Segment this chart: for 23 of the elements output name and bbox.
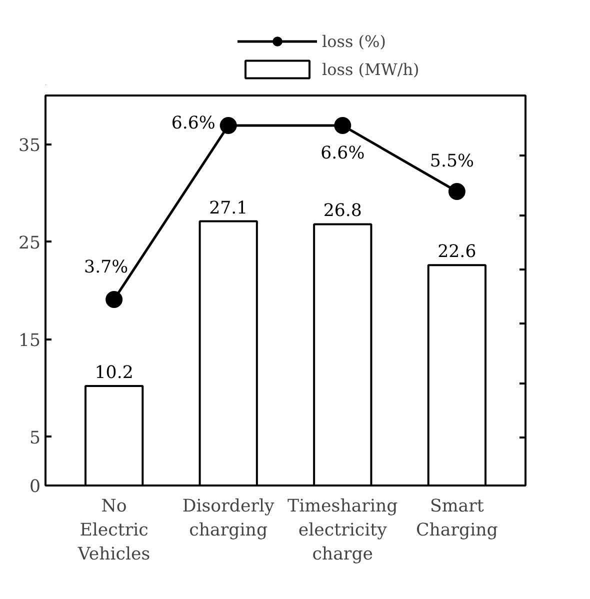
data-label: 6.6% [171,114,216,134]
y-tick-label: 25 [18,233,41,254]
y-tick-label: 5 [29,428,41,448]
y-tick-label: 35 [18,136,41,156]
legend-label: loss (MW/h) [322,60,420,78]
bar [84,385,144,486]
x-tick-label: Disorderly charging [182,496,275,540]
data-label: 27.1 [209,198,248,218]
data-label: 6.6% [320,144,365,164]
bar [198,220,258,486]
x-tick-label: Timesharing electricity charge [288,496,398,564]
data-label: 5.5% [430,152,474,172]
data-label: 10.2 [94,363,134,384]
y-tick-label: 0 [29,477,41,497]
legend-label: loss (%) [322,32,386,50]
x-tick-label: No Electric Vehicles [76,496,150,564]
bar [313,223,372,486]
y-tick-label: 15 [18,330,41,351]
data-label: 22.6 [438,242,476,262]
x-tick-label: Smart Charging [416,496,498,540]
data-label: 3.7% [84,258,128,278]
bar [427,264,486,486]
data-label: 26.8 [323,201,362,222]
